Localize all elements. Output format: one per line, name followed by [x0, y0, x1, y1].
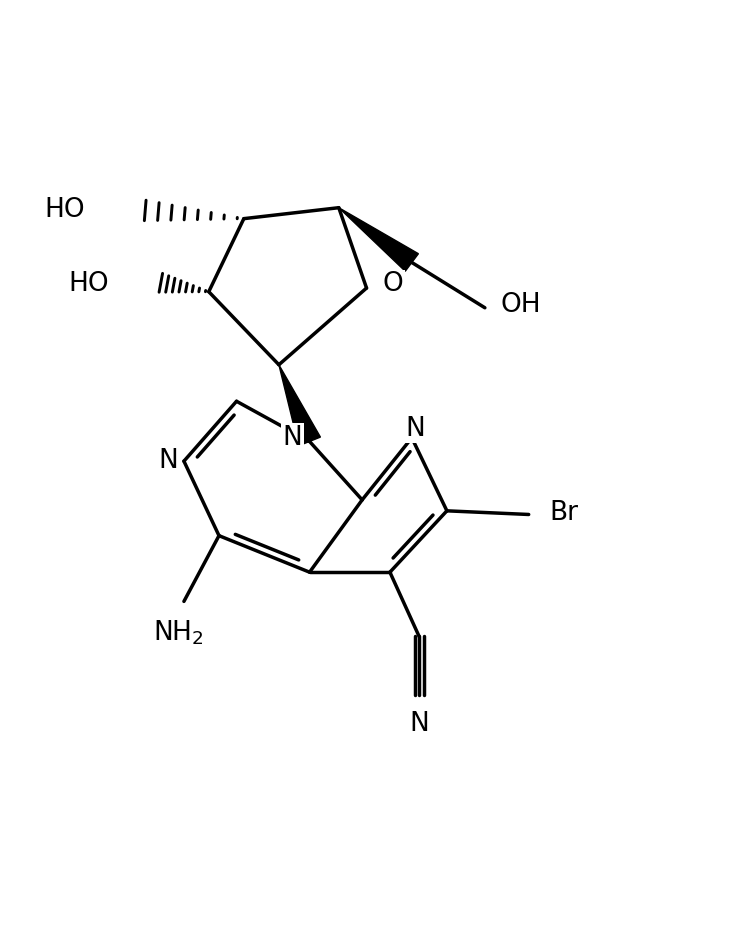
Text: N: N — [406, 416, 425, 442]
Polygon shape — [279, 365, 320, 446]
Text: Br: Br — [549, 500, 578, 526]
Text: OH: OH — [501, 291, 542, 318]
Text: N: N — [409, 711, 429, 737]
Text: HO: HO — [45, 197, 85, 223]
Polygon shape — [339, 207, 418, 271]
Text: HO: HO — [68, 271, 109, 297]
Text: O: O — [383, 272, 403, 297]
Text: N: N — [283, 425, 302, 451]
Text: NH$_2$: NH$_2$ — [152, 619, 203, 647]
Text: N: N — [158, 448, 178, 474]
